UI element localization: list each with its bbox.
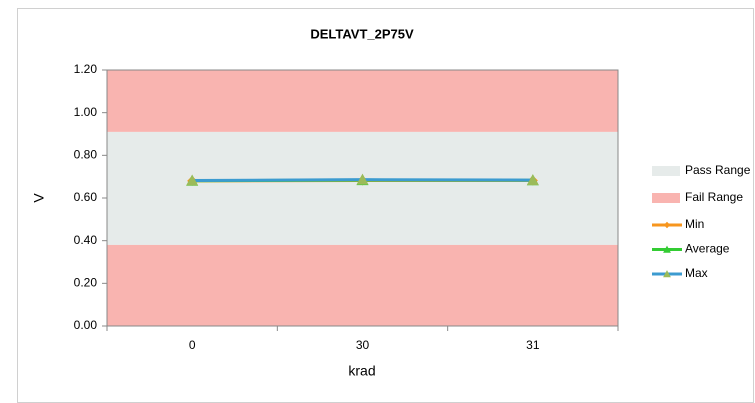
legend-swatch	[652, 193, 680, 203]
x-tick-label: 31	[526, 338, 540, 352]
legend-label: Average	[685, 242, 730, 256]
legend-swatch	[652, 166, 680, 176]
legend-marker	[663, 245, 671, 253]
series-marker	[186, 174, 199, 186]
y-tick-label: 0.80	[74, 148, 98, 162]
legend-label: Pass Range	[685, 163, 751, 177]
series-marker	[526, 174, 539, 186]
chart-title: DELTAVT_2P75V	[310, 26, 414, 41]
range-band	[107, 131, 618, 245]
legend-marker	[663, 270, 671, 278]
y-tick-label: 1.20	[74, 62, 98, 76]
y-tick-label: 0.00	[74, 318, 98, 332]
legend-label: Fail Range	[685, 190, 743, 204]
range-band	[107, 244, 618, 326]
y-tick-label: 0.20	[74, 276, 98, 290]
y-tick-label: 0.40	[74, 233, 98, 247]
x-tick-label: 0	[189, 338, 196, 352]
y-tick-label: 1.00	[74, 105, 98, 119]
legend-label: Max	[685, 266, 708, 280]
x-axis-label: krad	[348, 363, 375, 379]
range-band	[107, 70, 618, 132]
x-tick-label: 30	[356, 338, 370, 352]
legend-marker	[663, 221, 671, 229]
y-tick-label: 0.60	[74, 190, 98, 204]
y-axis-label: V	[31, 193, 47, 203]
legend-label: Min	[685, 217, 704, 231]
series-marker	[356, 173, 369, 185]
